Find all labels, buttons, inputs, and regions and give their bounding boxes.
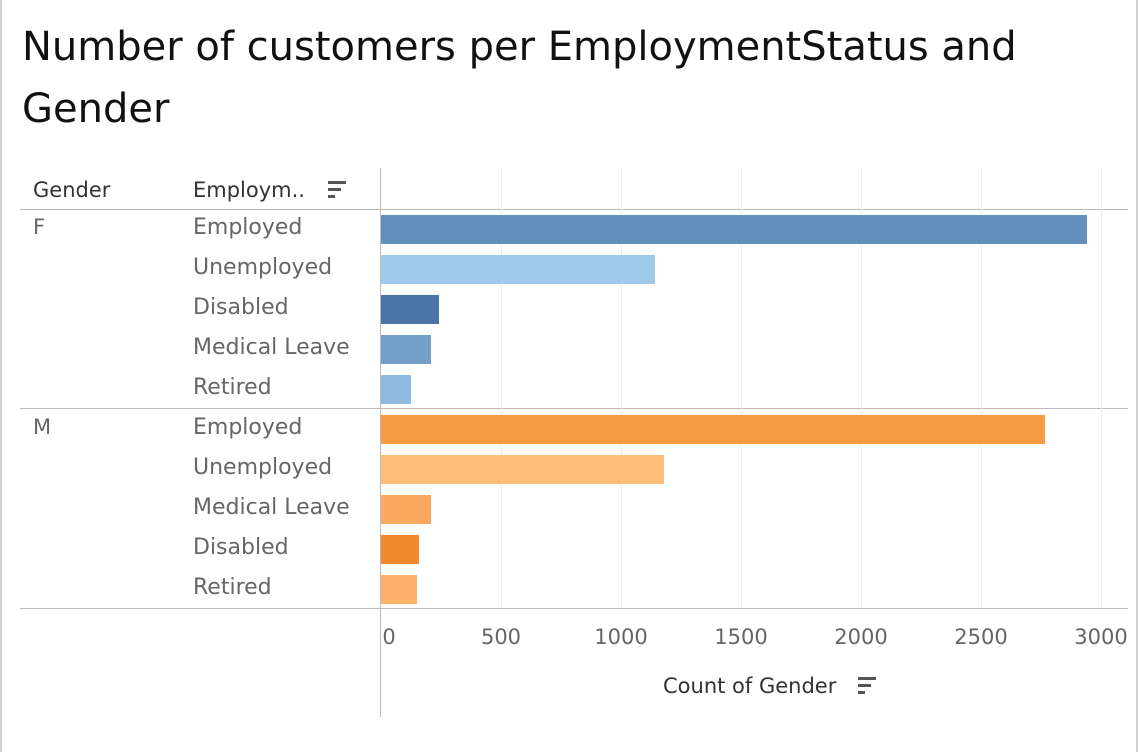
bar-m-employed[interactable] xyxy=(381,415,1045,444)
employment-status-label: Disabled xyxy=(193,535,289,560)
employment-status-column-header[interactable]: Employm.. xyxy=(193,178,305,202)
bar-f-medical-leave[interactable] xyxy=(381,335,431,364)
frame-right-border xyxy=(1136,0,1138,752)
gridline xyxy=(501,168,502,608)
employment-status-label: Retired xyxy=(193,375,272,400)
gridline xyxy=(621,168,622,608)
gridline xyxy=(981,168,982,608)
x-tick-label: 1000 xyxy=(594,625,648,649)
x-tick-label: 2000 xyxy=(834,625,888,649)
x-tick-label: 1500 xyxy=(714,625,768,649)
bar-f-unemployed[interactable] xyxy=(381,255,655,284)
x-tick-label: 500 xyxy=(480,625,522,649)
gender-label: M xyxy=(33,415,52,439)
gender-column-header[interactable]: Gender xyxy=(33,178,111,202)
gridline xyxy=(1101,168,1102,608)
bar-m-retired[interactable] xyxy=(381,575,417,604)
bar-f-disabled[interactable] xyxy=(381,295,439,324)
employment-status-label: Employed xyxy=(193,215,303,240)
bar-f-retired[interactable] xyxy=(381,375,411,404)
gridline xyxy=(861,168,862,608)
employment-status-label: Employed xyxy=(193,415,303,440)
x-tick-label: 0 xyxy=(382,625,396,649)
group-divider-line xyxy=(20,408,1128,409)
frame-left-border xyxy=(0,0,2,752)
employment-status-label: Medical Leave xyxy=(193,335,350,360)
employment-status-label: Retired xyxy=(193,575,272,600)
x-tick-label: 2500 xyxy=(954,625,1008,649)
bar-f-employed[interactable] xyxy=(381,215,1087,244)
bar-m-unemployed[interactable] xyxy=(381,455,664,484)
gridline xyxy=(741,168,742,608)
header-divider-line xyxy=(20,209,1128,210)
chart-title: Number of customers per EmploymentStatus… xyxy=(22,24,1017,132)
employment-status-label: Medical Leave xyxy=(193,495,350,520)
employment-status-label: Unemployed xyxy=(193,255,333,280)
x-tick-label: 3000 xyxy=(1074,625,1128,649)
gender-label: F xyxy=(33,215,46,239)
axis-divider-line xyxy=(380,168,381,717)
bar-m-disabled[interactable] xyxy=(381,535,419,564)
bar-m-medical-leave[interactable] xyxy=(381,495,431,524)
x-axis-sort-icon[interactable] xyxy=(858,677,878,695)
employment-status-label: Unemployed xyxy=(193,455,333,480)
sort-icon[interactable] xyxy=(328,181,348,199)
x-axis-label: Count of Gender xyxy=(663,674,837,698)
employment-status-label: Disabled xyxy=(193,295,289,320)
bottom-divider-line xyxy=(20,608,1128,609)
